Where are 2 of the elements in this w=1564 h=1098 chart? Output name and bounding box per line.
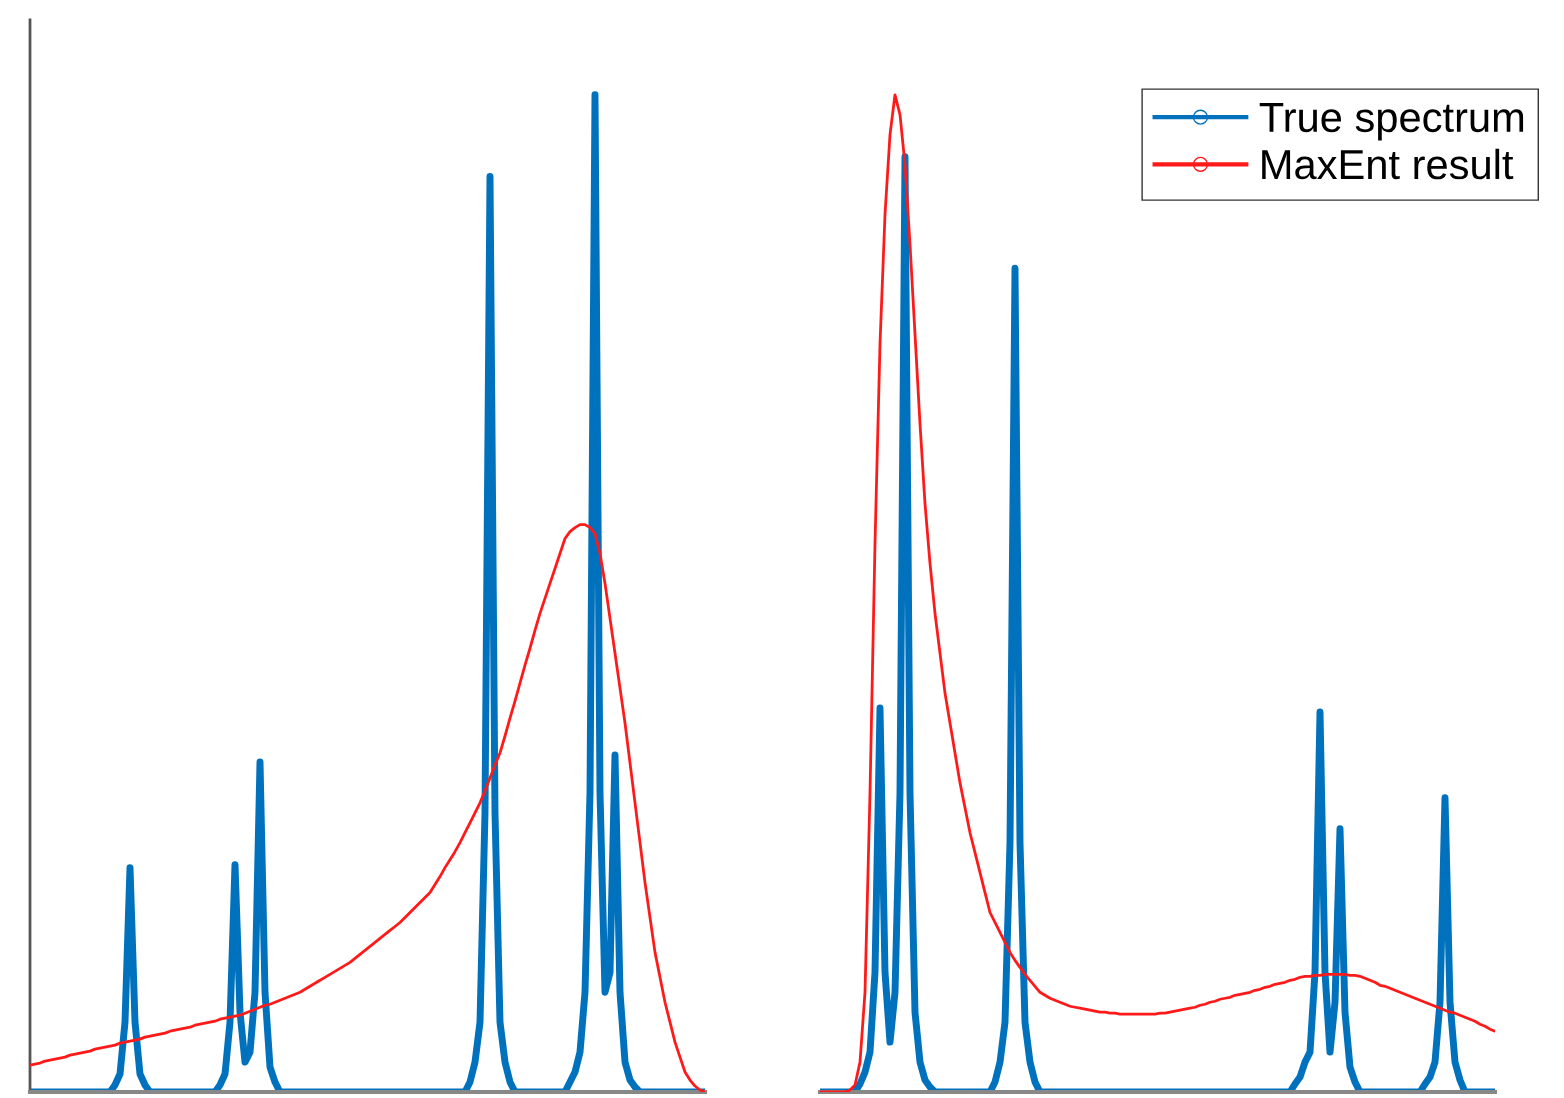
legend-label: MaxEnt result (1262, 148, 1514, 180)
legend-label: True spectrum (1259, 103, 1524, 141)
